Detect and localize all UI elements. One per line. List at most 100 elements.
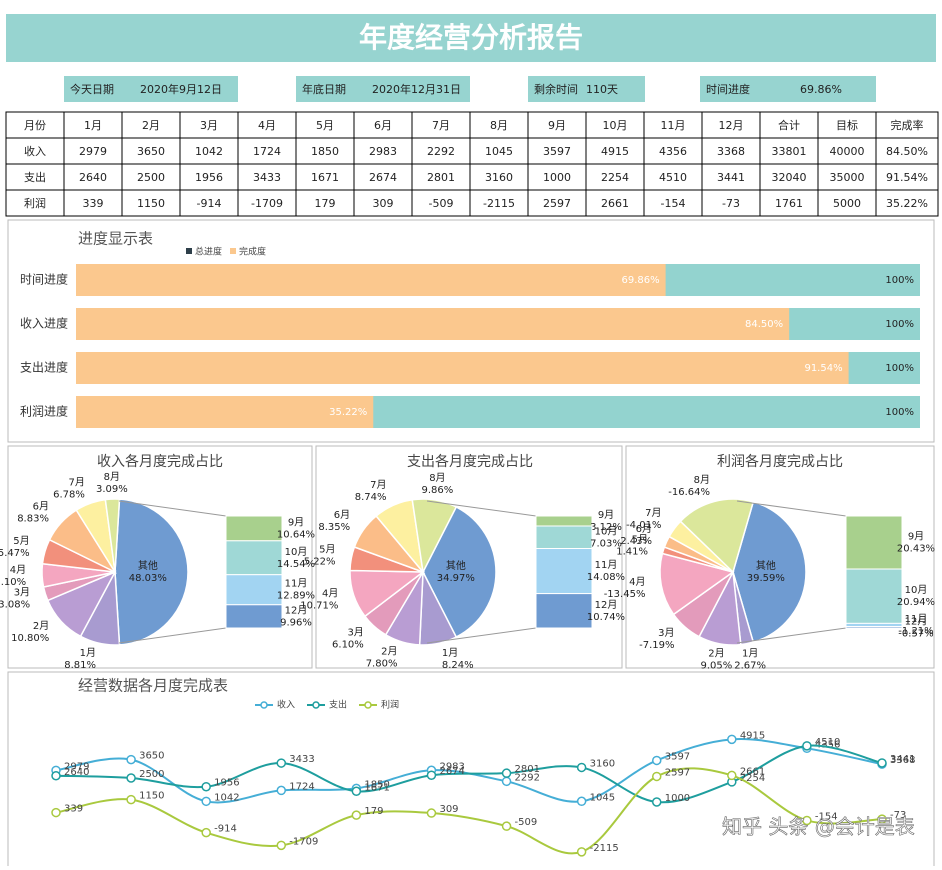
point-marker	[126, 773, 136, 783]
value-label: 100%	[885, 407, 914, 418]
pie-slice	[679, 498, 755, 574]
slice-name: 3月	[14, 587, 30, 599]
legend-label: 支出	[329, 699, 347, 711]
slice-name: 5月	[319, 544, 335, 556]
table-value: 1850	[311, 145, 339, 158]
table-value: 1045	[485, 145, 513, 158]
data-label: 4356	[815, 739, 840, 750]
slice-name: 2月	[33, 620, 49, 632]
value-label: 100%	[885, 275, 914, 286]
table-cell	[759, 111, 819, 139]
table-header: 8月	[490, 119, 508, 132]
data-label: -509	[515, 817, 538, 828]
value-label: 84.50%	[745, 319, 783, 330]
info-value: 2020年12月31日	[372, 82, 461, 96]
slice-value: 48.03%	[129, 573, 167, 584]
connector	[736, 500, 847, 517]
table-value: 35.22%	[886, 197, 928, 210]
table-value: 35000	[830, 171, 865, 184]
table-cell	[469, 163, 529, 191]
table-header: 12月	[719, 119, 744, 132]
connector	[118, 627, 227, 644]
secondary-value: 7.03%	[590, 538, 622, 549]
table-cell	[5, 189, 65, 217]
bar	[76, 264, 666, 296]
panel	[7, 219, 935, 443]
data-label: 4915	[740, 730, 765, 741]
table-value: 3441	[717, 171, 745, 184]
slice-name: 4月	[10, 564, 26, 576]
secondary-bar	[845, 515, 903, 570]
table-value: 2254	[601, 171, 629, 184]
table-cell	[469, 189, 529, 217]
data-label: 3441	[890, 754, 915, 765]
table-value: -914	[197, 197, 222, 210]
table-header: 合计	[778, 118, 800, 132]
point-marker	[201, 796, 211, 807]
table-cell	[353, 137, 413, 165]
data-label: 309	[439, 804, 458, 815]
table-cell	[759, 189, 819, 217]
table-value: 3433	[253, 171, 281, 184]
table-header: 1月	[84, 119, 102, 132]
secondary-name: 12月	[905, 615, 928, 627]
table-header: 3月	[200, 119, 218, 132]
data-label: 3368	[890, 755, 915, 766]
table-value: 2801	[427, 171, 455, 184]
slice-name: 1月	[80, 647, 96, 659]
secondary-value: 12.89%	[277, 591, 315, 602]
table-value: 1724	[253, 145, 281, 158]
slice-value: -4.01%	[626, 520, 661, 531]
point-marker	[501, 776, 512, 787]
secondary-value: 10.64%	[277, 529, 315, 540]
table-header: 4月	[258, 119, 276, 132]
slice-value: 7.80%	[366, 658, 398, 669]
data-label: 4510	[815, 737, 840, 748]
point-marker	[651, 755, 662, 766]
point-marker	[51, 771, 61, 781]
data-label: 2983	[439, 761, 464, 772]
slice-value: 8.74%	[355, 492, 387, 503]
page-title: 年度经营分析报告	[359, 21, 583, 54]
secondary-bar	[225, 574, 283, 606]
table-value: 40000	[830, 145, 865, 158]
table-cell	[63, 111, 123, 139]
secondary-bar	[535, 515, 593, 527]
point-marker	[576, 847, 587, 857]
category-label: 时间进度	[20, 272, 68, 287]
slice-value: 3.08%	[0, 600, 30, 611]
point-marker	[877, 758, 887, 768]
secondary-name: 11月	[595, 559, 618, 571]
slice-name: 6月	[33, 500, 49, 512]
point-marker	[51, 807, 61, 818]
chart-title: 进度显示表	[78, 230, 153, 248]
data-label: 2674	[439, 766, 464, 777]
table-header: 9月	[548, 119, 566, 132]
slice-name: 7月	[645, 507, 661, 519]
secondary-name: 11月	[285, 578, 308, 590]
data-label: 1042	[214, 792, 239, 803]
data-label: 3433	[289, 754, 314, 765]
secondary-value: 3.12%	[590, 522, 622, 533]
table-value: 4356	[659, 145, 687, 158]
table-header: 目标	[836, 118, 858, 132]
table-cell	[817, 163, 877, 191]
slice-name: 6月	[334, 509, 350, 521]
point-marker	[727, 770, 737, 781]
table-cell	[643, 163, 703, 191]
table-value: 5000	[833, 197, 861, 210]
secondary-bar	[845, 568, 903, 624]
table-value: 2292	[427, 145, 455, 158]
point-marker	[126, 794, 136, 805]
table-cell	[875, 111, 939, 139]
pie-slice	[732, 500, 807, 644]
slice-name: 3月	[347, 626, 363, 638]
secondary-name: 9月	[598, 509, 614, 521]
panel	[315, 445, 623, 669]
point-marker	[802, 815, 812, 826]
secondary-bar	[535, 593, 593, 629]
secondary-bar	[535, 525, 593, 550]
secondary-name: 10月	[905, 584, 928, 596]
category-label: 利润进度	[20, 404, 68, 419]
table-header: 2月	[142, 119, 160, 132]
